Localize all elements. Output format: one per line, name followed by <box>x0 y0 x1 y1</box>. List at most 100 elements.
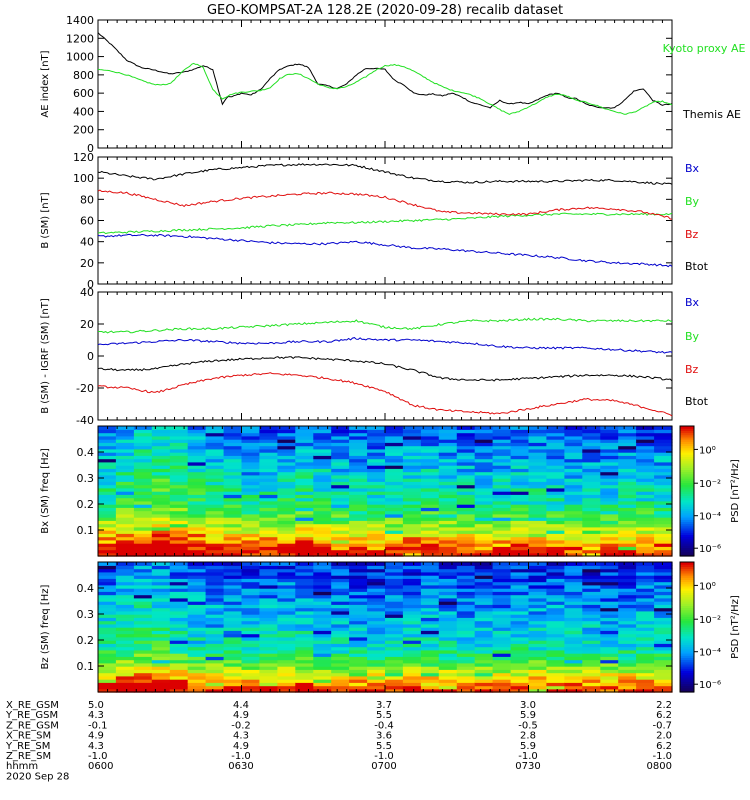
spectrogram-cell <box>438 448 458 453</box>
spectrogram-cell <box>636 539 655 544</box>
spectrogram-cell <box>420 659 440 664</box>
spectrogram-cell <box>223 594 243 599</box>
spectrogram-cell <box>223 481 243 486</box>
spectrogram-cell <box>600 630 619 635</box>
spectrogram-cell <box>223 517 243 521</box>
spectrogram-cell <box>223 581 243 586</box>
spectrogram-cell <box>313 484 332 489</box>
ephemeris-value: -1.0 <box>231 751 251 762</box>
spectrogram-cell <box>241 500 260 505</box>
spectrogram-cell <box>187 675 207 680</box>
spectrogram-cell <box>98 565 117 570</box>
spectrogram-cell <box>636 504 655 508</box>
spectrogram-cell <box>600 439 619 443</box>
spectrogram-cell <box>133 549 153 554</box>
spectrogram-cell <box>367 523 386 528</box>
spectrogram-cell <box>438 669 458 674</box>
spectrogram-cell <box>223 610 243 615</box>
spectrogram-cell <box>546 526 565 531</box>
spectrogram-cell <box>654 513 673 518</box>
spectrogram-cell <box>367 604 386 609</box>
spectrogram-cell <box>528 633 547 638</box>
spectrogram-cell <box>636 474 655 479</box>
spectrogram-cell <box>456 491 476 495</box>
spectrogram-cell <box>385 546 404 551</box>
spectrogram-cell <box>546 539 565 544</box>
spectrogram-cell <box>420 562 440 566</box>
spectrogram-cell <box>313 646 332 651</box>
spectrogram-cell <box>205 630 225 635</box>
spectrogram-cell <box>456 656 476 661</box>
spectrogram-cell <box>259 439 278 443</box>
spectrogram-cell <box>528 656 547 661</box>
spectrogram-cell <box>295 523 314 528</box>
spectrogram-cell <box>582 439 601 443</box>
colorbar-segment <box>680 432 694 436</box>
colorbar-tick-label: 10⁻⁶ <box>699 544 721 555</box>
spectrogram-cell <box>349 523 368 528</box>
spectrogram-cell <box>582 607 601 612</box>
spectrogram-cell <box>402 429 422 434</box>
spectrogram-cell <box>151 491 171 495</box>
colorbar-tick-label: 10⁻⁴ <box>699 648 721 659</box>
spectrogram-cell <box>564 571 583 576</box>
spectrogram-cell <box>241 435 260 440</box>
spectrogram-cell <box>654 675 673 680</box>
spectrogram-cell <box>331 526 350 531</box>
spectrogram-cell <box>654 520 673 525</box>
spectrogram-cell <box>420 530 440 534</box>
spectrogram-cell <box>367 546 386 551</box>
spectrogram-cell <box>582 448 601 453</box>
spectrogram-cell <box>367 591 386 596</box>
spectrogram-cell <box>187 649 207 654</box>
spectrogram-cell <box>223 617 243 622</box>
spectrogram-cell <box>223 543 243 547</box>
spectrogram-cell <box>510 523 530 528</box>
spectrogram-cell <box>546 513 565 518</box>
spectrogram-cell <box>564 679 583 683</box>
colorbar-segment <box>680 631 694 635</box>
spectrogram-cell <box>582 591 601 596</box>
spectrogram-cell <box>456 610 476 615</box>
spectrogram-cell <box>241 497 260 502</box>
spectrogram-cell <box>546 536 565 541</box>
spectrogram-cell <box>151 662 171 667</box>
spectrogram-cell <box>259 478 278 482</box>
spectrogram-cell <box>420 571 440 576</box>
spectrogram-cell <box>205 448 225 453</box>
spectrogram-cell <box>385 669 404 674</box>
spectrogram-cell <box>600 468 619 473</box>
spectrogram-cell <box>295 513 314 518</box>
spectrogram-cell <box>151 549 171 554</box>
spectrogram-cell <box>385 672 404 677</box>
spectrogram-cell <box>474 448 494 453</box>
spectrogram-cell <box>546 623 565 628</box>
spectrogram-cell <box>456 552 476 557</box>
spectrogram-cell <box>420 487 440 492</box>
spectrogram-cell <box>546 455 565 460</box>
spectrogram-cell <box>402 620 422 625</box>
spectrogram-cell <box>259 481 278 486</box>
spectrogram-cell <box>510 468 530 473</box>
spectrogram-cell <box>223 640 243 644</box>
spectrogram-cell <box>223 620 243 625</box>
spectrogram-cell <box>618 465 637 469</box>
colorbar-segment <box>680 501 694 505</box>
spectrogram-cell <box>636 597 655 602</box>
spectrogram-cell <box>259 601 278 605</box>
spectrogram-cell <box>313 491 332 495</box>
spectrogram-cell <box>456 458 476 463</box>
spectrogram-cell <box>187 672 207 677</box>
spectrogram-cell <box>133 513 153 518</box>
spectrogram-cell <box>618 568 637 573</box>
spectrogram-cell <box>582 617 601 622</box>
colorbar-segment <box>680 650 694 654</box>
colorbar-segment <box>680 633 694 637</box>
spectrogram-cell <box>618 604 637 609</box>
colorbar-segment <box>680 674 694 678</box>
colorbar-segment <box>680 545 694 548</box>
spectrogram-cell <box>367 458 386 463</box>
spectrogram-cell <box>169 491 189 495</box>
spectrogram-cell <box>600 672 619 677</box>
spectrogram-cell <box>510 455 530 460</box>
